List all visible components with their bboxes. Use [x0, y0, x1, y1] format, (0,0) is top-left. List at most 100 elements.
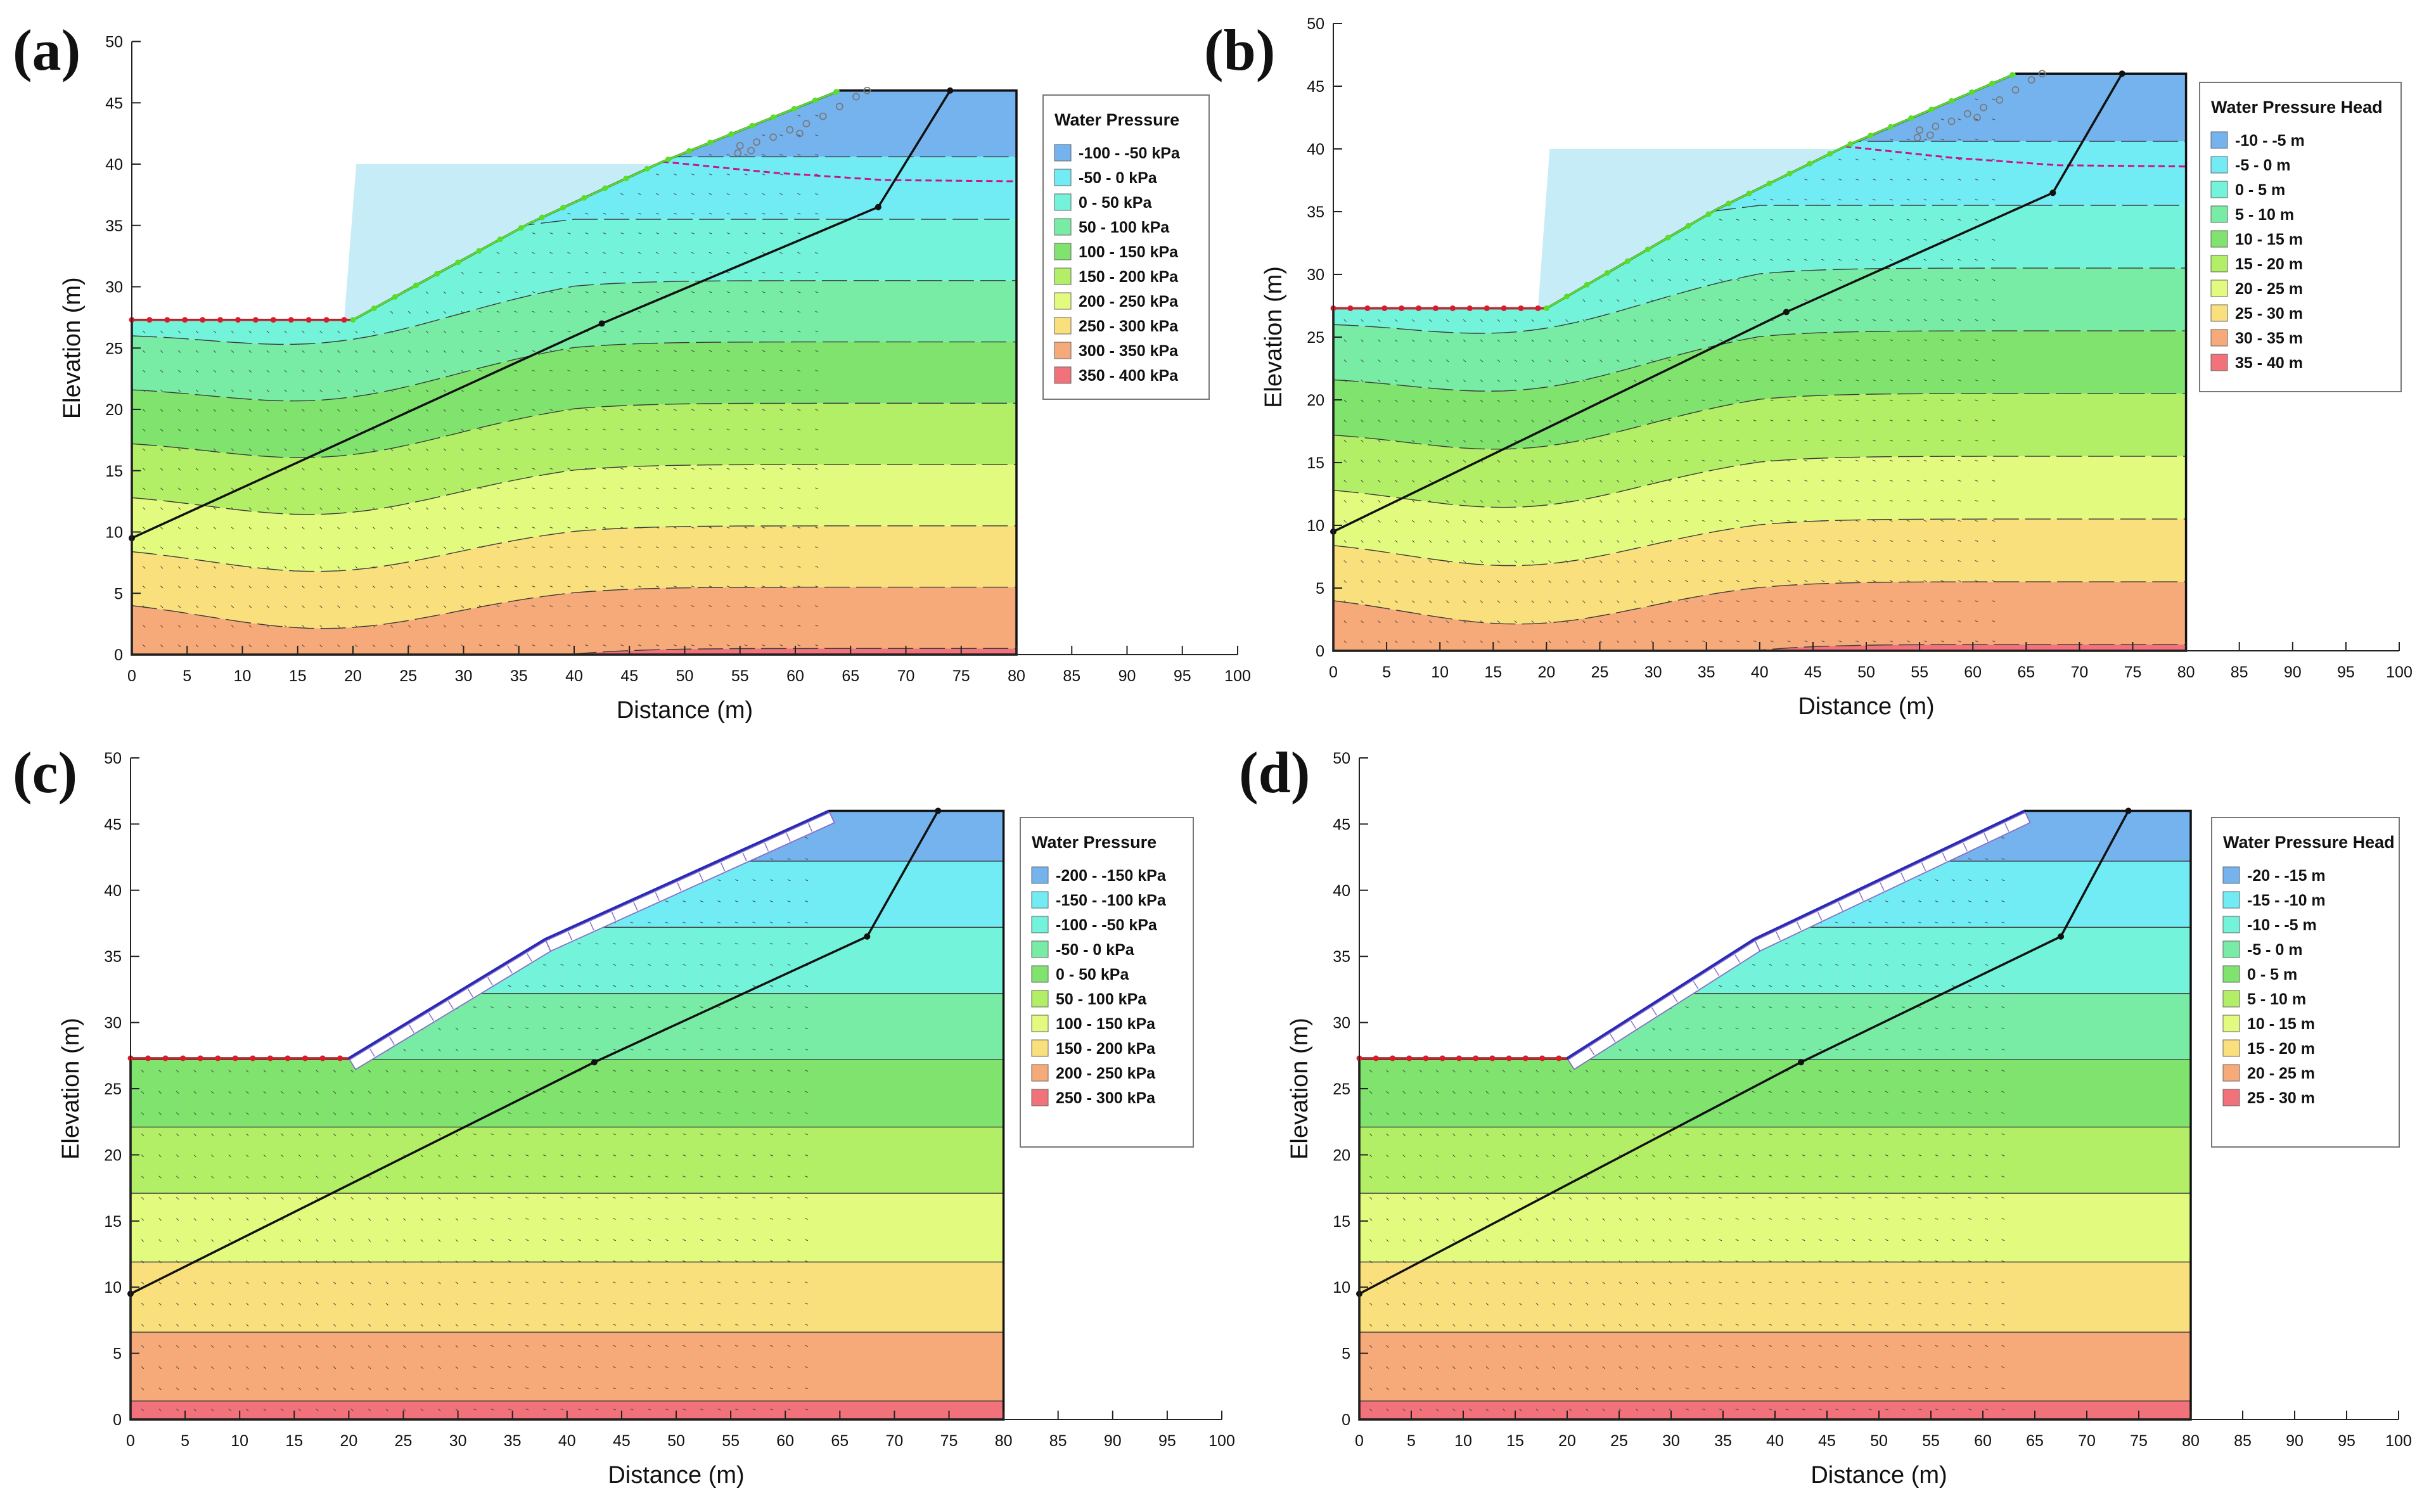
seepage-arrow — [762, 507, 766, 509]
seepage-arrow — [177, 566, 181, 569]
seepage-arrow — [160, 409, 163, 412]
seepage-arrow — [1753, 299, 1757, 301]
seepage-arrow — [1992, 239, 1996, 241]
seepage-arrow — [542, 1324, 546, 1326]
seepage-arrow — [595, 1387, 599, 1390]
seepage-arrow — [420, 1345, 424, 1348]
seepage-arrow — [1818, 1324, 1822, 1326]
x-axis-title: Distance (m) — [608, 1462, 744, 1489]
seepage-arrow — [443, 527, 447, 530]
seepage-arrow — [1889, 379, 1893, 381]
seepage-arrow — [1968, 1070, 1971, 1072]
x-tick-label: 75 — [2124, 663, 2142, 681]
seepage-arrow — [1685, 1196, 1689, 1199]
y-tick-label: 45 — [105, 94, 123, 112]
seepage-arrow — [193, 1281, 196, 1285]
seepage-arrow — [1985, 1366, 1989, 1368]
seepage-arrow — [298, 1302, 302, 1306]
seepage-arrow — [700, 1260, 703, 1262]
seepage-arrow — [805, 1239, 809, 1241]
seepage-arrow — [302, 625, 305, 628]
seepage-arrow — [1514, 580, 1517, 583]
legend-title: Water Pressure — [1032, 833, 1157, 852]
seepage-arrow — [1685, 1260, 1689, 1262]
seepage-arrow — [213, 507, 217, 510]
seepage-arrow — [1719, 1366, 1722, 1368]
seepage-arrow — [638, 409, 642, 411]
seepage-arrow — [508, 1302, 511, 1305]
seepage-arrow — [211, 1196, 214, 1200]
seepage-arrow — [779, 487, 783, 490]
seepage-arrow — [1452, 1302, 1456, 1306]
seepage-arrow — [1402, 1218, 1406, 1221]
seepage-arrow — [1586, 1366, 1589, 1369]
seepage-arrow — [496, 527, 500, 529]
seepage-arrow — [638, 291, 642, 293]
seepage-arrow — [508, 1366, 511, 1368]
seepage-arrow — [248, 507, 252, 510]
seepage-arrow — [638, 193, 642, 195]
seepage-arrow — [1445, 379, 1449, 383]
seepage-arrow — [390, 330, 394, 333]
seepage-arrow — [1935, 1133, 1939, 1136]
seepage-arrow — [1519, 1070, 1522, 1073]
seepage-arrow — [1855, 198, 1859, 201]
seepage-arrow — [1485, 1155, 1489, 1158]
x-tick-label: 40 — [1751, 663, 1769, 681]
seepage-arrow — [1702, 1070, 1706, 1072]
seepage-arrow — [1821, 560, 1825, 562]
seepage-arrow — [1935, 1196, 1939, 1199]
y-tick-label: 10 — [1307, 517, 1324, 535]
seepage-arrow — [1548, 439, 1551, 443]
seepage-arrow — [612, 1112, 616, 1114]
seepage-arrow — [284, 369, 287, 373]
x-tick-label: 30 — [455, 667, 473, 685]
seepage-arrow — [603, 605, 606, 607]
x-tick-label: 0 — [1355, 1432, 1364, 1450]
seepage-arrow — [143, 409, 146, 412]
seepage-arrow — [1753, 379, 1757, 381]
seepage-arrow — [1633, 399, 1637, 402]
seepage-arrow — [1885, 1281, 1888, 1284]
seepage-arrow — [1719, 1302, 1722, 1305]
seepage-arrow — [542, 1112, 546, 1114]
seepage-arrow — [1940, 480, 1944, 482]
seepage-arrow — [1752, 964, 1755, 966]
seepage-arrow — [577, 1048, 581, 1051]
seepage-arrow — [266, 527, 269, 530]
seepage-arrow — [532, 330, 535, 333]
x-tick-label: 10 — [231, 1432, 248, 1450]
seepage-arrow — [1821, 279, 1825, 281]
seepage-arrow — [302, 546, 305, 549]
seepage-arrow — [195, 468, 199, 471]
seepage-arrow — [1548, 339, 1551, 342]
seepage-arrow — [1992, 580, 1996, 582]
seepage-arrow — [1852, 1048, 1855, 1051]
seepage-arrow — [708, 154, 712, 156]
seepage-arrow — [815, 527, 819, 529]
seepage-arrow — [542, 1366, 546, 1368]
seepage-arrow — [385, 1176, 388, 1179]
seepage-arrow — [2001, 1196, 2005, 1199]
seepage-arrow — [1889, 540, 1893, 542]
seepage-arrow — [1985, 1070, 1989, 1072]
seepage-arrow — [1835, 1218, 1838, 1220]
seepage-arrow — [1787, 499, 1791, 502]
seepage-arrow — [1901, 1260, 1905, 1262]
seepage-arrow — [797, 311, 801, 313]
legend-box — [2199, 82, 2402, 392]
seepage-arrow — [1735, 1239, 1739, 1241]
seepage-arrow — [1497, 359, 1501, 362]
seepage-arrow — [734, 1260, 738, 1262]
seepage-arrow — [248, 487, 252, 490]
seepage-arrow — [549, 428, 553, 431]
geogrid-tick — [1651, 1007, 1657, 1016]
seepage-arrow — [638, 330, 642, 333]
seepage-arrow — [1918, 1281, 1922, 1284]
seepage-arrow — [1785, 1176, 1789, 1177]
seepage-arrow — [542, 1281, 546, 1284]
seepage-arrow — [744, 389, 748, 392]
seepage-arrow — [1735, 985, 1739, 987]
seepage-arrow — [355, 409, 358, 412]
seepage-arrow — [514, 369, 518, 372]
